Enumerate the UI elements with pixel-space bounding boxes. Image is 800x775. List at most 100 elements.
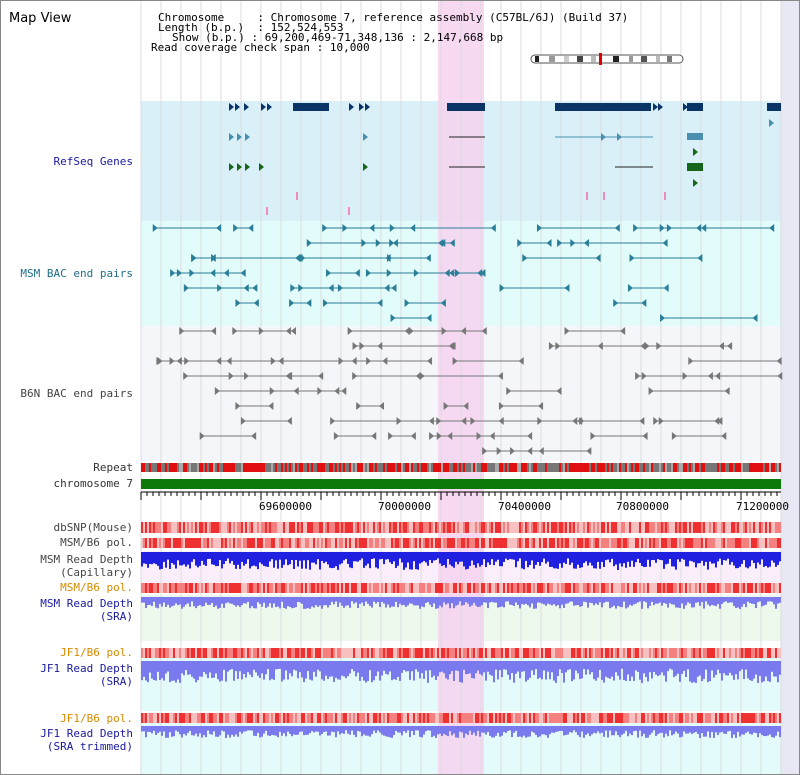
depth-bar [341, 661, 343, 676]
heat-segment [419, 538, 421, 548]
depth-bar [363, 726, 365, 735]
heat-segment [415, 522, 417, 533]
heat-segment [679, 713, 681, 723]
depth-bar [373, 726, 375, 731]
heat-segment [779, 713, 781, 723]
heat-segment [679, 648, 681, 658]
heat-segment [269, 522, 271, 533]
heat-segment [145, 583, 147, 593]
b6n-bac-pair-end [724, 387, 730, 395]
repeat-segment [707, 463, 709, 472]
depth-bar [157, 726, 159, 734]
depth-bar [249, 597, 251, 609]
b6n-bac-pair-end [371, 432, 377, 440]
depth-bar [193, 597, 195, 607]
heat-segment [345, 648, 347, 658]
heat-segment [281, 538, 283, 548]
depth-bar [655, 661, 657, 675]
heat-segment [711, 713, 713, 723]
heat-segment [707, 583, 709, 593]
depth-bar [143, 552, 145, 564]
heat-segment [375, 583, 377, 593]
heat-segment [429, 583, 431, 593]
depth-bar [465, 726, 467, 734]
track-label-b6n-bac[interactable]: B6N BAC end pairs [20, 387, 133, 400]
heat-segment [501, 538, 503, 548]
heat-segment [389, 522, 391, 533]
depth-bar [559, 661, 561, 670]
depth-bar [305, 726, 307, 735]
heat-segment [541, 538, 543, 548]
repeat-segment [369, 463, 371, 472]
heat-segment [257, 522, 259, 533]
heat-segment [403, 648, 405, 658]
repeat-segment [465, 463, 467, 472]
b6n-bac-pair-end [290, 327, 296, 335]
heat-segment [227, 713, 229, 723]
heat-segment [479, 713, 481, 723]
heat-segment [265, 648, 267, 658]
depth-bar [601, 552, 603, 562]
b6n-bac-pair-end [199, 432, 205, 440]
heat-segment [507, 583, 509, 593]
heat-segment [713, 713, 715, 723]
depth-bar [185, 552, 187, 567]
depth-bar [475, 552, 477, 568]
heat-segment [455, 713, 457, 723]
depth-bar [641, 726, 643, 737]
depth-bar [359, 661, 361, 681]
heat-segment [489, 583, 491, 593]
track-label-refseq[interactable]: RefSeq Genes [53, 155, 133, 168]
track-label-msm-bac[interactable]: MSM BAC end pairs [20, 267, 133, 280]
depth-bar [413, 597, 415, 606]
msm-bac-pair-end [449, 239, 455, 247]
heat-segment [685, 522, 687, 533]
heat-segment [233, 538, 235, 548]
depth-bar [699, 661, 701, 676]
heat-segment [299, 648, 301, 658]
heat-segment [279, 522, 281, 533]
heat-segment [339, 583, 341, 593]
repeat-segment [265, 463, 267, 472]
heat-segment [249, 583, 251, 593]
heat-segment [645, 522, 647, 533]
repeat-segment [511, 463, 513, 472]
heat-segment [205, 713, 207, 723]
heat-segment [403, 522, 405, 533]
depth-bar [597, 552, 599, 562]
depth-bar [369, 552, 371, 569]
repeat-segment [577, 463, 579, 472]
heat-segment [611, 583, 613, 593]
heat-segment [289, 538, 291, 548]
heat-segment [393, 648, 395, 658]
heat-segment [141, 713, 143, 723]
heat-segment [253, 522, 255, 533]
depth-bar [747, 726, 749, 732]
heat-segment [571, 538, 573, 548]
depth-bar [441, 552, 443, 566]
depth-bar [223, 597, 225, 608]
depth-bar [627, 661, 629, 675]
heat-segment [171, 522, 173, 533]
depth-bar [433, 726, 435, 736]
heat-segment [619, 583, 621, 593]
b6n-bac-pair-end [356, 402, 362, 410]
depth-bar [301, 552, 303, 569]
depth-bar [323, 597, 325, 606]
depth-bar [513, 726, 515, 733]
depth-bar [397, 726, 399, 733]
depth-bar [685, 552, 687, 567]
b6n-bac-pair-end [463, 402, 469, 410]
heat-segment [525, 538, 527, 548]
depth-bar [161, 726, 163, 736]
depth-bar [593, 661, 595, 680]
heat-segment [357, 583, 359, 593]
heat-segment [251, 713, 253, 723]
heat-segment [295, 522, 297, 533]
depth-bar [453, 552, 455, 568]
heat-segment [457, 648, 459, 658]
depth-bar [263, 726, 265, 734]
heat-segment [265, 522, 267, 533]
heat-segment [461, 583, 463, 593]
